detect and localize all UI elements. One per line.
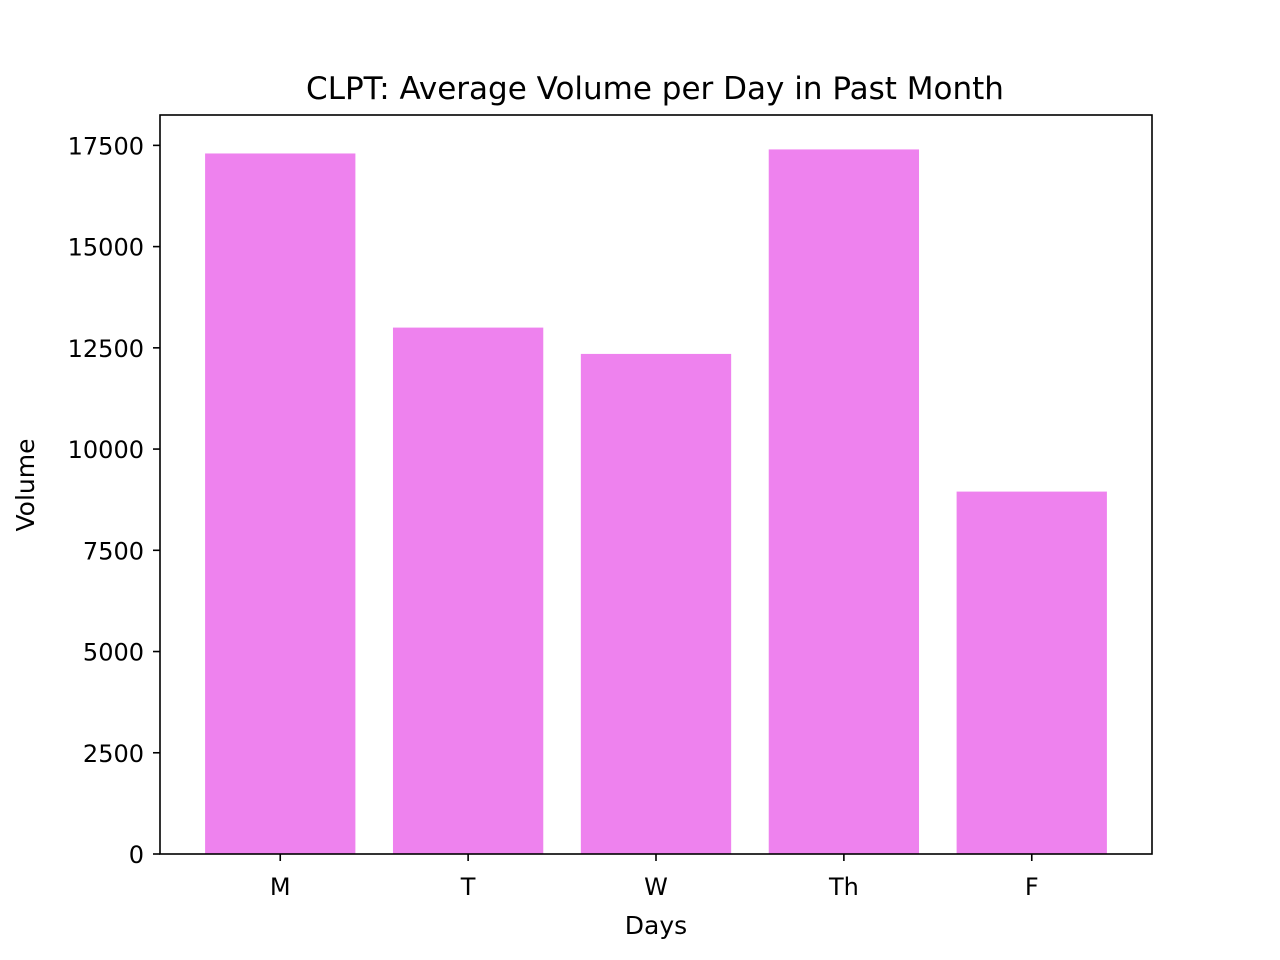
y-tick-label: 17500: [68, 132, 144, 160]
plot-frame: [159, 114, 1153, 855]
chart-title: CLPT: Average Volume per Day in Past Mon…: [306, 71, 1004, 107]
bar-th: [768, 149, 920, 855]
y-tick-label: 12500: [68, 335, 144, 363]
bar-t: [392, 327, 544, 855]
bar-m: [205, 153, 356, 855]
y-tick-label: 5000: [83, 639, 144, 667]
y-tick-label: 2500: [83, 740, 144, 768]
y-axis-ticks: 0 2500 5000 7500 10000 12500 15000 17500: [68, 132, 160, 869]
x-tick-label: Th: [828, 873, 859, 901]
bar-w: [580, 353, 732, 854]
x-tick-label: F: [1025, 873, 1039, 901]
x-axis-ticks: M T W Th F: [270, 854, 1039, 901]
y-tick-label: 7500: [83, 537, 144, 565]
x-axis-label: Days: [625, 911, 687, 940]
bar-f: [956, 491, 1107, 854]
x-tick-label: M: [270, 873, 291, 901]
y-axis-label: Volume: [11, 439, 40, 532]
y-tick-label: 15000: [68, 234, 144, 262]
x-tick-label: T: [460, 873, 476, 901]
bars-group: [205, 149, 1107, 855]
x-tick-label: W: [644, 873, 668, 901]
y-tick-label: 10000: [68, 436, 144, 464]
y-tick-label: 0: [129, 841, 144, 869]
